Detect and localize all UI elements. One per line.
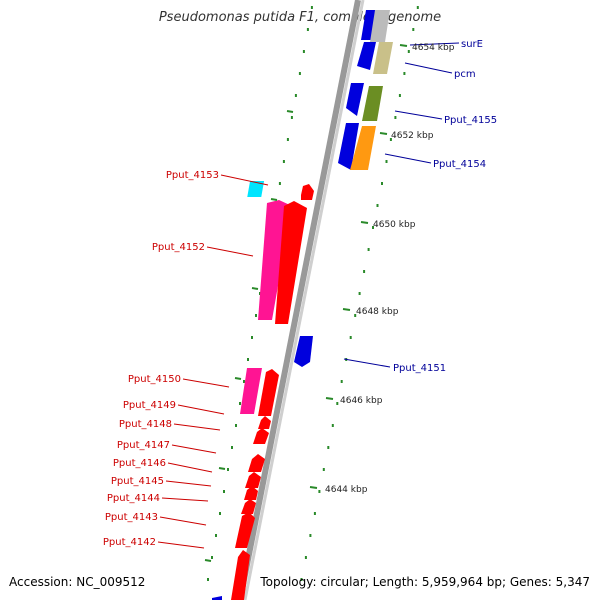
tick-dot [219,512,221,515]
major-scale-ticks [204,44,408,562]
scale-label-4654: 4654 kbp [412,43,455,53]
tick-dot [354,314,357,317]
tick-dot [290,116,293,119]
tick-dot [304,556,307,559]
forward-gene-pput-4146[interactable] [245,472,261,488]
tick-dot [381,182,383,185]
reverse-gene-pput-4155[interactable] [346,83,383,121]
forward-gene-pput-4147[interactable] [248,454,265,472]
label-pput-4147[interactable]: Pput_4147 [117,440,170,451]
tick-dot [231,446,233,449]
label-pput-4145[interactable]: Pput_4145 [111,476,164,487]
label-pput-4152[interactable]: Pput_4152 [152,242,205,253]
tick-dot [310,6,313,9]
topology-text: Topology: circular; Length: 5,959,964 bp… [260,575,590,589]
tick-dot [389,138,392,141]
forward-gene-pput-4142[interactable] [231,550,250,600]
forward-gene-pput-4153-cyan[interactable] [247,181,265,197]
tick-dot [327,446,330,449]
tick-dot [358,292,361,295]
tick-dot [394,116,397,119]
tick-dot [302,50,305,53]
forward-gene-pput-4145[interactable] [244,486,258,500]
tick-dot [298,72,301,75]
tick-dot [349,336,352,339]
label-pput-4144[interactable]: Pput_4144 [107,493,160,504]
tick-dot [416,6,419,9]
label-pput-4142[interactable]: Pput_4142 [103,537,156,548]
tick-dot [239,402,241,405]
forward-gene-pput-4149[interactable] [258,416,271,429]
tick-dot [278,182,281,185]
tick-dot [412,28,415,31]
label-pput-4146[interactable]: Pput_4146 [113,458,166,469]
tick-ring-right [300,6,419,581]
scale-label-4650: 4650 kbp [373,220,416,230]
tick-dot [282,160,285,163]
tick-dot [363,270,366,273]
tick-dot [227,468,229,471]
tick-dot [300,578,303,581]
forward-gene-pput-4150-magenta[interactable] [240,368,262,414]
genome-backbone [237,0,361,600]
tick-dot [255,314,257,317]
accession-text: Accession: NC_009512 [9,575,146,589]
reverse-gene-pput-4151[interactable] [294,336,313,367]
scale-label-4644: 4644 kbp [325,485,368,495]
forward-gene-pput-4143[interactable] [235,512,255,548]
tick-dot [385,160,388,163]
label-pcm[interactable]: pcm [454,69,476,80]
label-pput-4155[interactable]: Pput_4155 [444,115,497,126]
label-pput-4151[interactable]: Pput_4151 [393,363,446,374]
tick-dot [207,578,209,581]
tick-dot [306,28,309,31]
forward-gene-pput-4148[interactable] [253,428,269,444]
tick-dot [215,534,217,537]
tick-dot [372,226,374,229]
reverse-gene-surE[interactable] [361,10,390,42]
tick-dot [403,72,406,75]
forward-gene-pput-4153[interactable] [301,184,314,200]
tick-dot [331,424,334,427]
tick-dot [309,534,312,537]
scale-label-4652: 4652 kbp [391,131,434,141]
label-pput-4154[interactable]: Pput_4154 [433,159,486,170]
forward-gene-pput-4152[interactable] [275,201,307,324]
forward-label-leaders [157,174,269,549]
tick-dot [322,468,325,471]
tick-dot [407,50,410,53]
tick-dot [211,556,213,559]
tick-dot [318,490,321,493]
tick-dot [243,380,245,383]
label-pput-4149[interactable]: Pput_4149 [123,400,176,411]
label-pput-4148[interactable]: Pput_4148 [119,419,172,430]
forward-gene-small-blue[interactable] [212,596,222,600]
tick-dot [340,380,343,383]
scale-label-4648: 4648 kbp [356,307,399,317]
reverse-gene-pput-4154[interactable] [338,123,376,170]
tick-dot [235,424,237,427]
tick-dot [336,402,339,405]
tick-dot [247,358,249,361]
tick-dot [398,94,401,97]
tick-dot [367,248,370,251]
forward-gene-pput-4144[interactable] [241,499,256,514]
tick-dot [223,490,225,493]
tick-dot [259,292,261,295]
label-pput-4150[interactable]: Pput_4150 [128,374,181,385]
tick-dot [286,138,289,141]
tick-dot [294,94,297,97]
genome-backbone-shadow [243,0,365,600]
tick-dot [313,512,316,515]
tick-dot [251,336,253,339]
tick-dot [376,204,379,207]
reverse-label-leaders [343,42,460,368]
label-surE[interactable]: surE [461,39,483,50]
label-pput-4153[interactable]: Pput_4153 [166,170,219,181]
forward-gene-pput-4150[interactable] [258,369,279,416]
scale-label-4646: 4646 kbp [340,396,383,406]
reverse-gene-pcm[interactable] [357,42,393,74]
label-pput-4143[interactable]: Pput_4143 [105,512,158,523]
